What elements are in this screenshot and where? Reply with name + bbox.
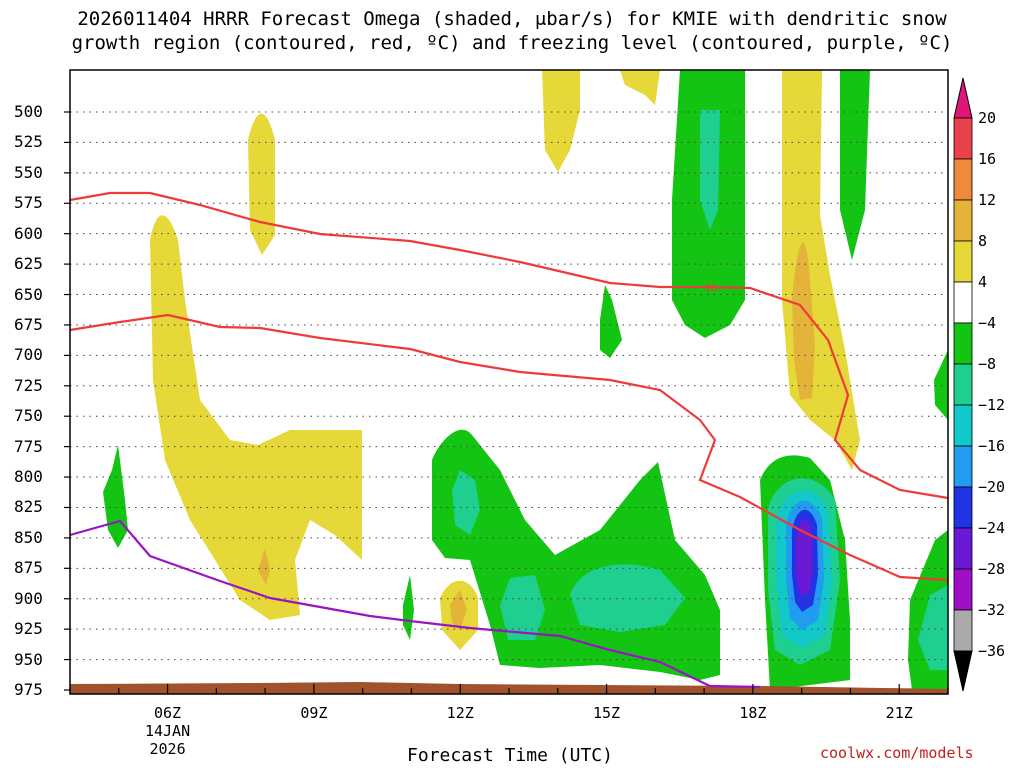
colorbar-swatch	[953, 240, 973, 283]
y-tick-label: 825	[14, 497, 43, 517]
plot-frame	[69, 69, 949, 695]
x-tick-label: 12Z	[446, 704, 474, 722]
y-tick-label: 850	[14, 527, 43, 547]
colorbar-label: −4	[978, 314, 997, 332]
colorbar-label: 8	[978, 232, 988, 250]
colorbar-min-triangle	[953, 650, 973, 692]
x-tick-label: 09Z	[300, 704, 328, 722]
colorbar-label: −28	[978, 560, 1006, 578]
contour-label-18: 18	[705, 282, 717, 294]
y-tick-label: 775	[14, 436, 43, 456]
y-tick-label: 750	[14, 406, 43, 426]
omega-fill-yellow	[542, 70, 580, 172]
colorbar-label: 4	[978, 273, 988, 291]
colorbar-label: −20	[978, 478, 1006, 496]
dgz-contour-upper	[69, 191, 949, 500]
colorbar-swatch	[953, 404, 973, 447]
y-tick-label: 700	[14, 345, 43, 365]
y-tick-label: 500	[14, 102, 43, 121]
temperature-contours	[69, 191, 949, 689]
y-tick-label: 725	[14, 375, 43, 395]
colorbar-label: −8	[978, 355, 997, 373]
colorbar-swatch	[953, 568, 973, 611]
omega-fill-green	[840, 70, 870, 260]
chart-title-line-1: 2026011404 HRRR Forecast Omega (shaded, …	[77, 8, 947, 30]
y-tick-label: 950	[14, 649, 43, 669]
omega-fill-teal	[570, 564, 685, 632]
colorbar-label: 20	[978, 109, 997, 127]
colorbar-swatch	[953, 322, 973, 365]
y-tick-label: 875	[14, 558, 43, 578]
y-tick-label: 800	[14, 467, 43, 487]
dgz-contour-lower	[69, 313, 949, 582]
colorbar	[953, 77, 973, 692]
colorbar-swatch	[953, 363, 973, 406]
omega-fill-orange	[258, 548, 270, 585]
colorbar-label: 16	[978, 150, 997, 168]
x-tick-label: 21Z	[885, 704, 913, 722]
y-tick-label: 575	[14, 193, 43, 213]
colorbar-label: −24	[978, 519, 1006, 537]
omega-fill-teal	[700, 110, 720, 230]
omega-shading	[103, 70, 948, 690]
colorbar-label: 12	[978, 191, 997, 209]
y-tick-label: 600	[14, 223, 43, 243]
colorbar-swatch	[953, 486, 973, 529]
colorbar-label: −12	[978, 396, 1006, 414]
colorbar-swatch	[953, 199, 973, 242]
omega-fill-green	[934, 350, 948, 420]
colorbar-swatch	[953, 117, 973, 160]
colorbar-label: −36	[978, 642, 1006, 660]
y-tick-label: 550	[14, 162, 43, 182]
colorbar-swatch	[953, 609, 973, 652]
chart-title-line-2: growth region (contoured, red, ºC) and f…	[71, 32, 953, 54]
y-tick-label: 675	[14, 314, 43, 334]
y-tick-label: 925	[14, 619, 43, 639]
colorbar-swatch	[953, 281, 973, 324]
y-tick-label: 525	[14, 132, 43, 152]
x-date-label: 2026	[149, 740, 186, 758]
omega-fill-green	[600, 285, 622, 358]
colorbar-label: −32	[978, 601, 1006, 619]
y-tick-label: 975	[14, 680, 43, 699]
omega-fill-orange	[792, 242, 815, 400]
x-tick-label: 06Z	[154, 704, 182, 722]
x-axis-label: Forecast Time (UTC)	[407, 745, 613, 766]
colorbar-label: −16	[978, 437, 1006, 455]
credit-text: coolwx.com/models	[820, 744, 974, 762]
omega-fill-teal	[918, 585, 948, 670]
omega-fill-yellow	[150, 215, 362, 620]
omega-fill-teal	[452, 470, 480, 535]
y-tick-label: 625	[14, 254, 43, 274]
y-tick-label: 900	[14, 588, 43, 608]
omega-fill-yellow	[620, 70, 660, 105]
freezing-level-contour	[69, 519, 761, 689]
x-tick-label: 15Z	[593, 704, 621, 722]
colorbar-max-triangle	[953, 77, 973, 119]
colorbar-swatch	[953, 445, 973, 488]
y-tick-label: 650	[14, 284, 43, 304]
x-date-label: 14JAN	[144, 722, 191, 740]
colorbar-swatch	[953, 158, 973, 201]
colorbar-swatch	[953, 527, 973, 570]
omega-fill-green	[403, 575, 414, 640]
x-tick-label: 18Z	[739, 704, 767, 722]
omega-fill-orange	[450, 590, 467, 630]
omega-fill-purple	[796, 519, 813, 596]
omega-fill-teal	[500, 575, 545, 640]
